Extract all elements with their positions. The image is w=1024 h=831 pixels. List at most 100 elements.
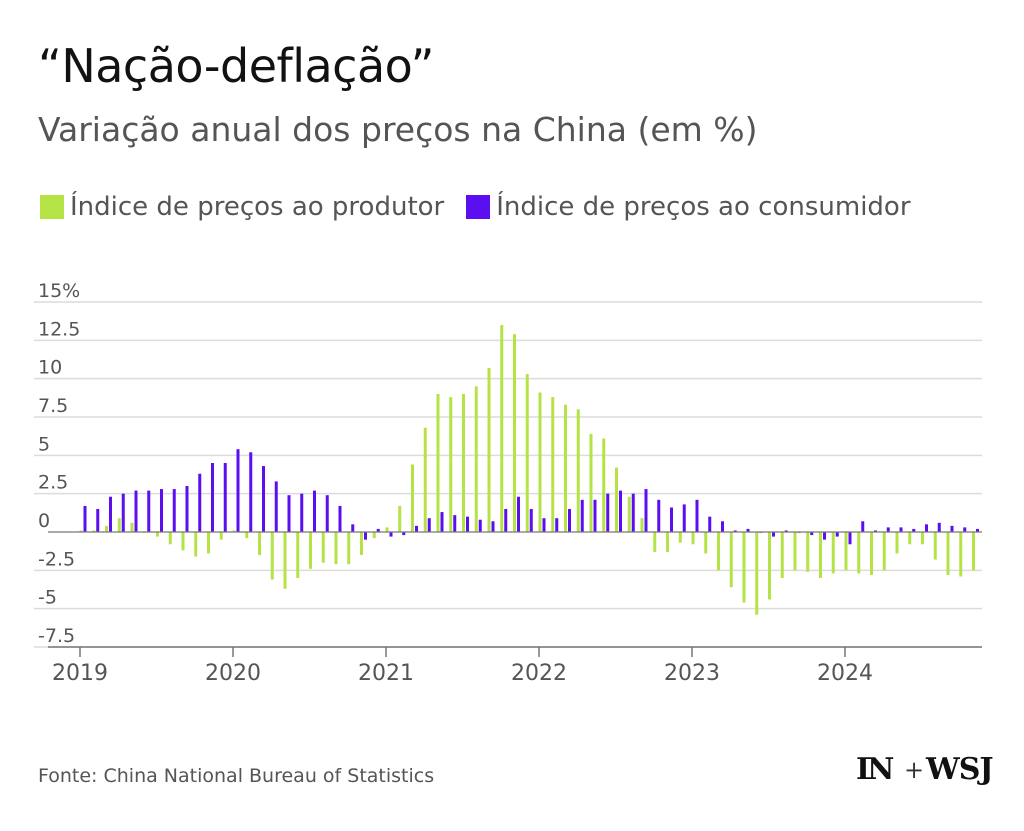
cpi-bar	[147, 490, 151, 532]
ppi-bar	[245, 532, 249, 539]
cpi-bar	[542, 518, 546, 532]
cpi-bar	[937, 522, 941, 532]
ppi-bar	[908, 532, 912, 545]
chart-title: “Nação-deflação”	[38, 39, 434, 93]
cpi-bar	[236, 449, 240, 532]
cpi-bar	[682, 504, 686, 532]
ppi-bar	[194, 532, 198, 557]
x-tick-label: 2022	[511, 661, 567, 686]
cpi-bar	[746, 528, 750, 532]
ppi-bar	[844, 532, 848, 571]
cpi-bar	[925, 524, 928, 532]
ppi-bar	[168, 532, 172, 545]
ppi-bar	[398, 505, 402, 532]
cpi-bar	[517, 496, 520, 532]
chart-legend: Índice de preços ao produtor Índice de p…	[40, 192, 933, 222]
cpi-bar	[606, 493, 610, 532]
ppi-bar	[321, 532, 325, 563]
ppi-bar	[462, 394, 465, 532]
ppi-bar	[704, 532, 708, 554]
ppi-bar	[933, 532, 937, 560]
ppi-bar	[780, 532, 784, 578]
cpi-bar	[631, 493, 635, 532]
cpi-bar	[823, 532, 826, 540]
cpi-bar	[504, 509, 508, 532]
ppi-bar	[831, 532, 835, 574]
wsj-logo: WSJ	[926, 752, 994, 787]
ppi-bar	[793, 532, 797, 571]
ppi-bar	[270, 532, 274, 580]
cpi-bar	[376, 528, 380, 532]
ppi-bar	[589, 433, 593, 532]
cpi-bar	[466, 516, 469, 532]
cpi-bar	[338, 505, 342, 532]
ppi-bar	[666, 532, 669, 552]
cpi-bar	[172, 489, 176, 532]
ppi-bar	[360, 532, 363, 555]
cpi-bar	[835, 532, 839, 537]
y-tick-label: 5	[38, 433, 50, 455]
cpi-bar	[109, 496, 112, 532]
legend-label-cpi: Índice de preços ao consumidor	[496, 192, 911, 222]
y-tick-label: -7.5	[38, 625, 75, 647]
ppi-bar	[423, 427, 427, 532]
cpi-bar	[708, 516, 712, 532]
ppi-bar	[117, 518, 121, 532]
cpi-bar	[325, 495, 329, 532]
y-tick-label: 0	[38, 510, 50, 532]
cpi-bar	[415, 525, 418, 532]
ppi-bar	[564, 404, 567, 532]
y-tick-label: 12.5	[38, 318, 80, 340]
y-tick-label: 10	[38, 357, 62, 379]
ppi-bar	[959, 532, 963, 577]
ppi-bar	[640, 518, 644, 532]
ppi-bar	[946, 532, 950, 575]
ppi-bar	[474, 386, 478, 532]
ppi-bar	[207, 532, 210, 554]
ppi-bar	[296, 532, 300, 578]
y-tick-label: 7.5	[38, 395, 68, 417]
y-tick-label: 2.5	[38, 472, 68, 494]
ppi-bar	[729, 532, 733, 588]
legend-swatch-cpi	[466, 195, 491, 219]
cpi-bar	[287, 495, 291, 532]
ppi-bar	[653, 532, 657, 552]
legend-swatch-ppi	[40, 195, 64, 219]
ppi-bar	[755, 532, 759, 615]
cpi-bar	[313, 490, 316, 532]
ppi-bar	[232, 530, 236, 532]
y-tick-label: -5	[38, 587, 57, 609]
cpi-bar	[695, 499, 699, 532]
in-logo: IN	[856, 752, 895, 787]
cpi-bar	[784, 530, 788, 532]
ppi-bar	[525, 374, 529, 532]
cpi-bar	[886, 527, 890, 532]
ppi-bar	[92, 530, 96, 532]
chart-subtitle: Variação anual dos preços na China (em %…	[38, 110, 758, 149]
cpi-bar	[185, 486, 189, 532]
cpi-bar	[670, 507, 673, 532]
cpi-bar	[657, 499, 661, 532]
x-tick-label: 2023	[664, 661, 720, 686]
ppi-bar	[130, 522, 134, 532]
legend-item-ppi: Índice de preços ao produtor	[40, 192, 444, 222]
ppi-bar	[806, 532, 810, 572]
ppi-bar	[258, 532, 261, 555]
cpi-bar	[351, 524, 355, 532]
ppi-bar	[691, 532, 695, 545]
cpi-bar	[402, 532, 406, 536]
cpi-bar	[529, 509, 533, 532]
cpi-bar	[976, 528, 979, 532]
cpi-bar	[555, 518, 559, 532]
x-tick-label: 2019	[52, 661, 108, 686]
ppi-bar	[436, 394, 440, 532]
cpi-bar	[427, 518, 431, 532]
cpi-bar	[440, 512, 444, 532]
cpi-bar	[364, 532, 367, 540]
ppi-bar	[538, 392, 542, 532]
cpi-bar	[568, 509, 571, 532]
cpi-bar	[389, 532, 393, 537]
y-tick-label: 15%	[38, 280, 80, 302]
cpi-bar	[453, 515, 457, 532]
